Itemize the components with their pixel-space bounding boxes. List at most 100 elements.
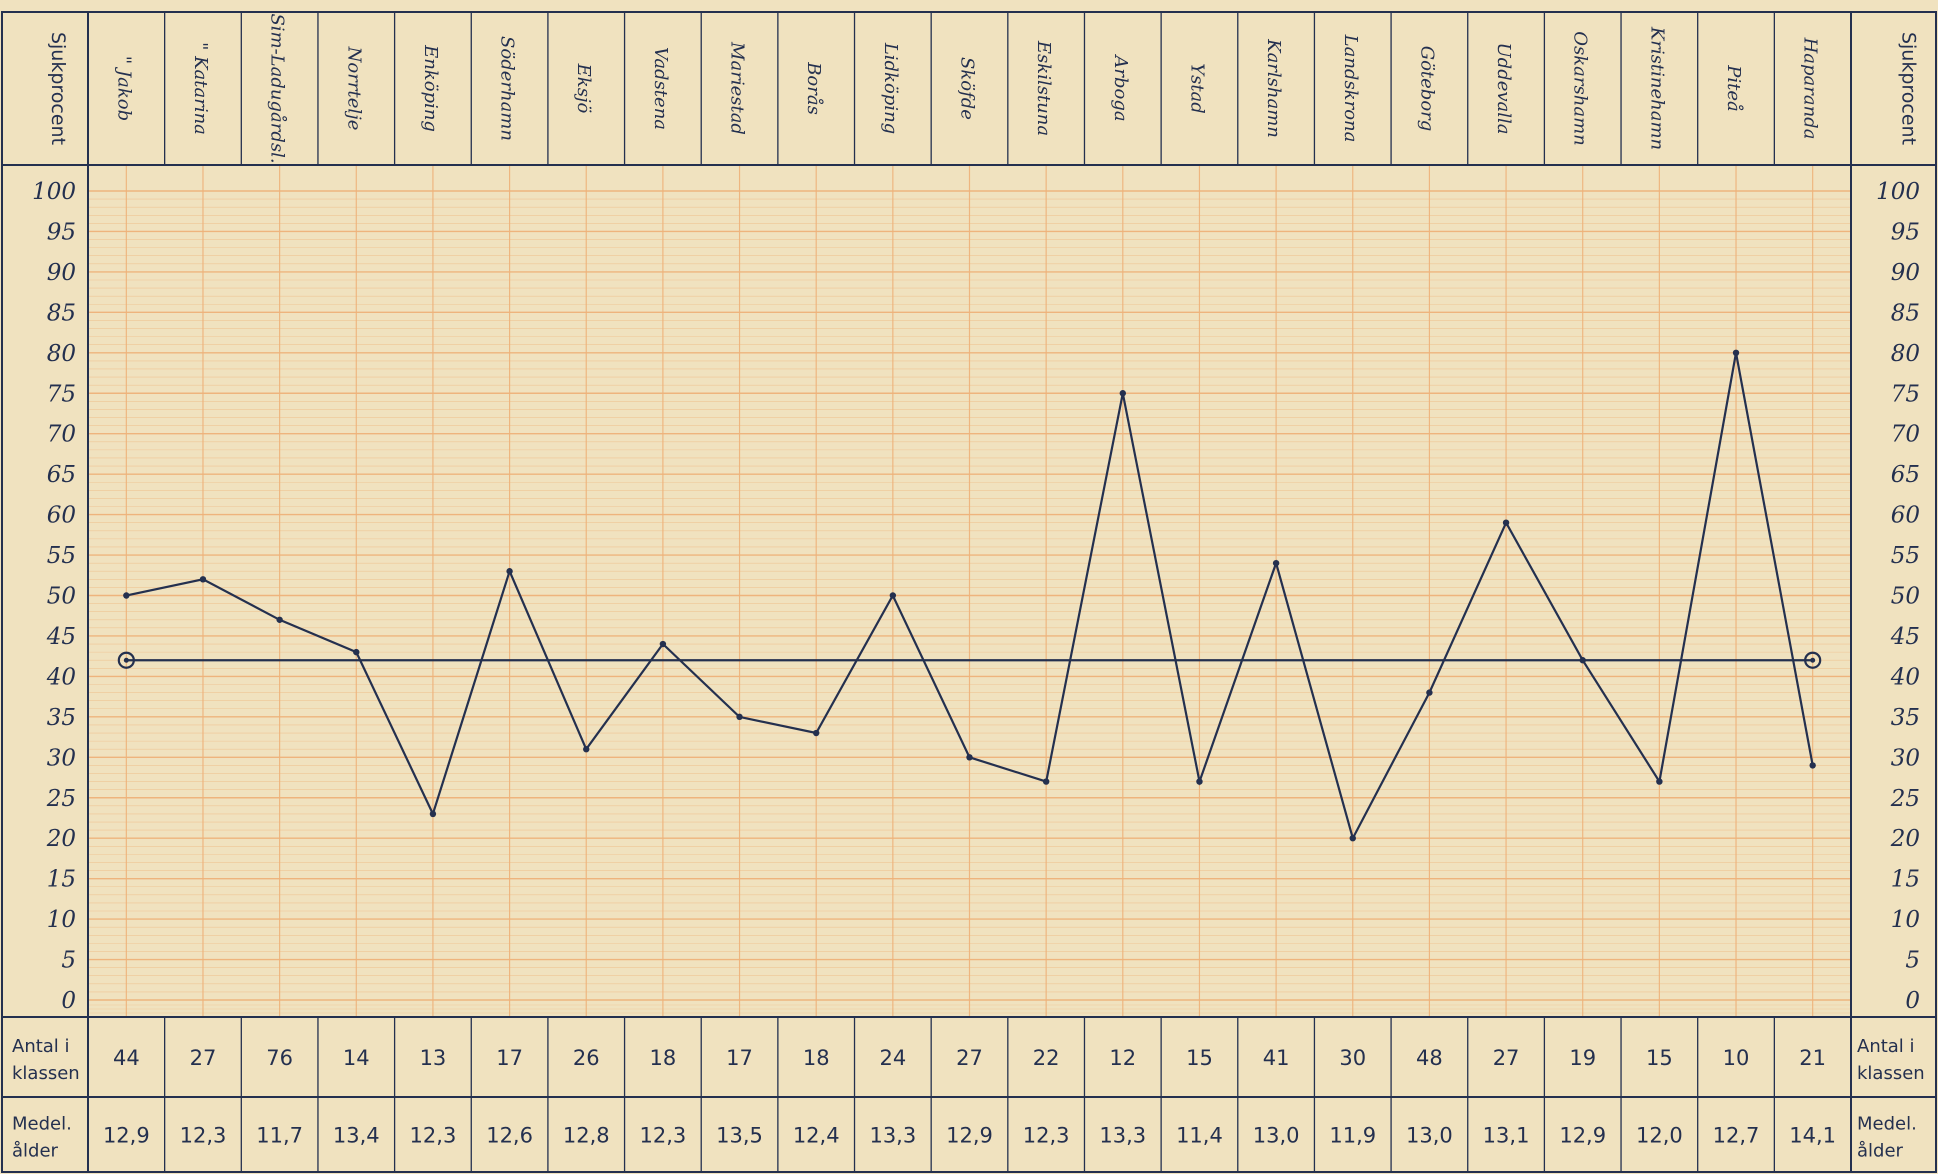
data-point <box>659 640 667 648</box>
table-cell: 12,8 <box>563 1124 610 1148</box>
data-point <box>736 713 743 721</box>
table-cell: 11,9 <box>1329 1124 1376 1148</box>
column-header-label: Eksjö <box>573 63 594 114</box>
y-tick-label-right: 30 <box>1891 745 1920 771</box>
column-header-label: Uddevalla <box>1493 42 1514 134</box>
data-point <box>123 592 130 599</box>
data-point <box>1502 519 1510 526</box>
table-cell: 48 <box>1416 1046 1443 1070</box>
row-label-left: ålder <box>12 1141 59 1162</box>
y-tick-label-left: 20 <box>46 826 76 852</box>
y-tick-label-left: 85 <box>47 300 76 326</box>
data-point <box>1196 778 1203 785</box>
table-cell: 13,3 <box>1099 1124 1146 1148</box>
y-tick-label-left: 60 <box>47 503 76 529</box>
table-cell: 14 <box>343 1046 370 1070</box>
y-tick-label-left: 0 <box>61 988 76 1014</box>
table-cell: 14,1 <box>1789 1124 1836 1148</box>
y-axis-label-right: Sjukprocent <box>1898 32 1920 145</box>
table-cell: 12,3 <box>180 1124 227 1148</box>
column-header-label: Sim-Ladugårdsl. <box>267 13 289 163</box>
table-cell: 26 <box>573 1046 600 1070</box>
y-tick-label-right: 65 <box>1891 462 1920 488</box>
data-point <box>1579 657 1586 664</box>
y-tick-label-left: 10 <box>47 907 76 933</box>
row-label-left: Antal i <box>12 1036 70 1057</box>
reference-line-marker <box>1804 651 1822 669</box>
data-point <box>1349 835 1356 842</box>
y-tick-label-left: 65 <box>47 462 76 488</box>
column-header-label: Kristinehamn <box>1646 26 1667 150</box>
table-cell: 17 <box>496 1046 523 1070</box>
column-header-label: Karlshamn <box>1263 38 1284 138</box>
table-cell: 13,1 <box>1483 1124 1530 1148</box>
y-tick-label-left: 55 <box>47 543 76 569</box>
row-label-right: ålder <box>1857 1141 1904 1162</box>
y-tick-label-left: 45 <box>46 624 76 650</box>
y-tick-label-left: 30 <box>47 745 76 771</box>
y-tick-label-left: 80 <box>47 341 76 367</box>
table-cell: 13,3 <box>869 1124 916 1148</box>
y-tick-label-right: 80 <box>1891 341 1920 367</box>
y-tick-label-right: 90 <box>1891 260 1920 286</box>
data-point <box>889 592 897 599</box>
data-point <box>1426 689 1433 696</box>
data-point <box>506 568 513 575</box>
column-headers: " Jakob " Katarina Sim-Ladugårdsl. Norrtelj… <box>113 13 1820 163</box>
data-point <box>1272 559 1280 567</box>
y-tick-label-right: 10 <box>1891 907 1920 933</box>
y-tick-label-right: 25 <box>1890 786 1920 812</box>
y-tick-label-left: 100 <box>32 179 76 205</box>
row-label-right: Antal i <box>1857 1036 1915 1057</box>
column-header-label: Lidköping <box>880 42 901 134</box>
y-tick-label-right: 55 <box>1891 543 1920 569</box>
data-point <box>1119 390 1127 397</box>
y-tick-label-left: 50 <box>47 584 76 610</box>
y-tick-label-left: 40 <box>46 664 76 690</box>
table-cell: 10 <box>1723 1046 1750 1070</box>
data-point <box>966 754 973 761</box>
data-point <box>1809 762 1816 769</box>
table-cell: 12,4 <box>793 1124 840 1148</box>
column-header-label: Oskarshamn <box>1570 31 1591 145</box>
table-cell: 11,7 <box>256 1124 303 1148</box>
y-tick-label-left: 15 <box>47 867 76 893</box>
reference-line-marker <box>117 651 135 669</box>
y-tick-label-right: 35 <box>1891 705 1920 731</box>
column-header-label: Mariestad <box>727 41 748 135</box>
data-point <box>1656 778 1663 785</box>
series <box>117 349 1822 842</box>
table-cell: 27 <box>190 1046 217 1070</box>
column-header-label: Piteå <box>1723 64 1745 112</box>
column-header-label: Ystad <box>1186 63 1207 114</box>
column-header-label: Göteborg <box>1416 46 1437 132</box>
table-cell: 15 <box>1186 1046 1213 1070</box>
y-tick-label-left: 75 <box>47 381 76 407</box>
data-point <box>199 576 207 583</box>
table-cell: 13,0 <box>1406 1124 1453 1148</box>
y-tick-label-right: 60 <box>1891 503 1920 529</box>
data-point <box>429 810 437 818</box>
column-header-label: " Katarina <box>190 42 211 135</box>
column-header-label: Norrtelje <box>343 46 364 131</box>
y-tick-label-right: 75 <box>1891 381 1920 407</box>
table-cell: 18 <box>650 1046 677 1070</box>
row-label-left: klassen <box>12 1063 80 1084</box>
y-tick-label-left: 35 <box>47 705 76 731</box>
table-cell: 13,0 <box>1253 1124 1300 1148</box>
table-cell: 41 <box>1263 1046 1290 1070</box>
column-header-label: Eskilstuna <box>1033 40 1054 136</box>
grid <box>88 165 1851 1017</box>
table-cell: 12 <box>1109 1046 1136 1070</box>
y-tick-label-left: 25 <box>46 786 76 812</box>
table-cell: 12,7 <box>1713 1124 1760 1148</box>
column-header-label: Arboga <box>1110 53 1131 121</box>
table-frame <box>1 11 1937 1173</box>
table-cell: 76 <box>266 1046 293 1070</box>
column-header-label: Vadstena <box>650 47 671 130</box>
y-tick-label-right: 85 <box>1891 300 1920 326</box>
table-cell: 11,4 <box>1176 1124 1223 1148</box>
y-tick-label-left: 5 <box>61 948 76 974</box>
